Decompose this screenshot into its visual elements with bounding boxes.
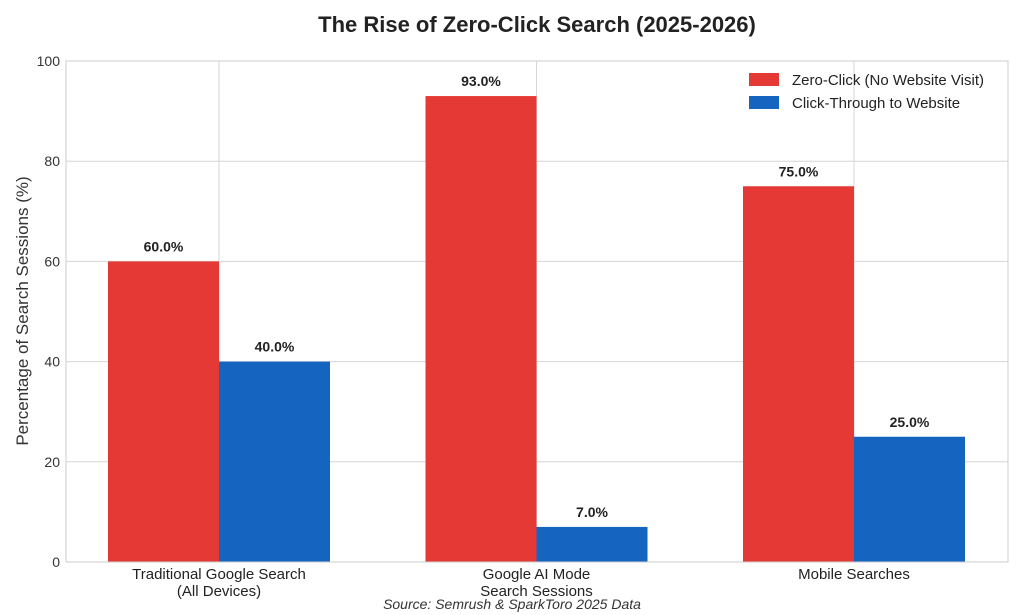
- x-category-label: (All Devices): [177, 583, 261, 600]
- bar-click-through-1: [536, 526, 648, 562]
- x-category-label: Search Sessions: [480, 583, 593, 600]
- y-axis-ticks: 0 20 40 60 80 100: [37, 53, 61, 570]
- bar-value-label: 93.0%: [461, 73, 501, 89]
- legend-label: Zero-Click (No Website Visit): [792, 72, 984, 89]
- bar-value-label: 7.0%: [576, 504, 608, 520]
- bar-value-label: 40.0%: [255, 339, 295, 355]
- plot-frame: [65, 60, 1009, 563]
- y-tick-label: 100: [37, 53, 61, 69]
- bar-value-label: 60.0%: [144, 238, 184, 254]
- chart-title: The Rise of Zero-Click Search (2025-2026…: [318, 12, 756, 37]
- source-note: Source: Semrush & SparkToro 2025 Data: [383, 596, 641, 612]
- y-tick-label: 0: [52, 554, 60, 570]
- y-tick-label: 60: [44, 253, 60, 269]
- x-category-label: Mobile Searches: [798, 566, 910, 583]
- bar-click-through-0: [219, 361, 330, 562]
- bar-zero-click-1: [425, 96, 537, 562]
- bars: 60.0% 93.0% 75.0% 40.0% 7.0% 25.0%: [108, 73, 965, 562]
- bar-value-label: 75.0%: [779, 163, 819, 179]
- y-tick-label: 40: [44, 354, 60, 370]
- x-axis-categories: Traditional Google Search(All Devices) Go…: [132, 566, 910, 600]
- x-category-label: Google AI Mode: [483, 566, 591, 583]
- bar-zero-click-0: [108, 261, 219, 562]
- bar-zero-click-2: [743, 186, 854, 562]
- legend-swatch: [749, 96, 779, 109]
- legend: Zero-Click (No Website Visit) Click-Throu…: [749, 72, 984, 112]
- y-tick-label: 80: [44, 153, 60, 169]
- bar-click-through-2: [854, 436, 965, 562]
- x-category-label: Traditional Google Search: [132, 566, 306, 583]
- y-tick-label: 20: [44, 454, 60, 470]
- legend-swatch: [749, 73, 779, 86]
- legend-label: Click-Through to Website: [792, 95, 960, 112]
- y-axis-label: Percentage of Search Sessions (%): [13, 176, 32, 445]
- bar-value-label: 25.0%: [890, 414, 930, 430]
